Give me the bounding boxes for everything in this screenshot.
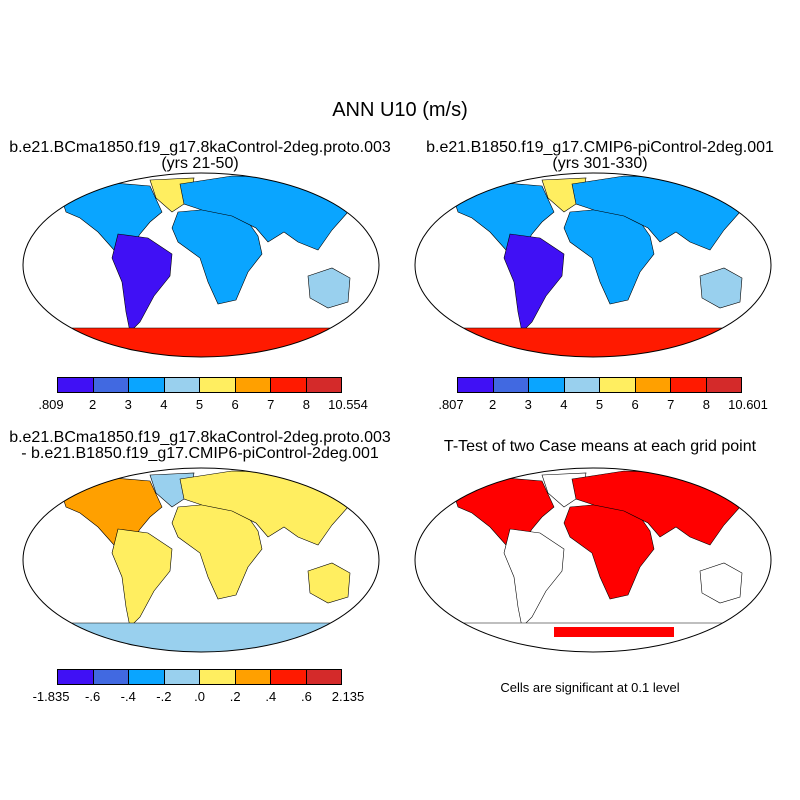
colorbar-box (271, 670, 307, 684)
map-panel-2 (414, 172, 772, 358)
map-panel-3 (22, 467, 380, 653)
colorbar-label: 6 (631, 397, 639, 412)
colorbar-label: 6 (231, 397, 239, 412)
colorbar-box (129, 670, 165, 684)
colorbar-label: -.6 (85, 689, 101, 704)
panel-4-title: T-Test of two Case means at each grid po… (400, 439, 800, 455)
colorbar-box (564, 378, 600, 392)
colorbar-label: .6 (300, 689, 312, 704)
colorbar-label: 10.554 (328, 397, 368, 412)
colorbar-box (58, 378, 94, 392)
colorbar-label: 3 (124, 397, 132, 412)
panel-1-title-line1: b.e21.BCma1850.f19_g17.8kaControl-2deg.p… (9, 139, 391, 156)
panel-2-title: b.e21.B1850.f19_g17.CMIP6-piControl-2deg… (400, 140, 800, 172)
region-au (307, 267, 351, 309)
map-panel-1 (22, 172, 380, 358)
colorbar-label: .0 (194, 689, 205, 704)
colorbar-1 (57, 377, 342, 393)
panel-2-title-line2: (yrs 301-330) (552, 155, 648, 172)
colorbar-label: .807 (438, 397, 464, 412)
panel-1-title-line2: (yrs 21-50) (161, 155, 239, 172)
region-an (23, 622, 379, 652)
panel-1-title: b.e21.BCma1850.f19_g17.8kaControl-2deg.p… (0, 140, 400, 172)
colorbar-box (164, 670, 200, 684)
colorbar-box (271, 378, 307, 392)
colorbar-label: .2 (229, 689, 241, 704)
colorbar-label: 5 (595, 397, 604, 412)
colorbar-box (493, 378, 529, 392)
region-sa (503, 233, 565, 333)
significant-cells-antarctica (554, 627, 674, 637)
map-panel-4 (414, 467, 772, 653)
colorbar-2 (457, 377, 742, 393)
colorbar-label: -.2 (156, 689, 172, 704)
figure-title: ANN U10 (m/s) (332, 99, 468, 121)
colorbar-label: .4 (265, 689, 277, 704)
colorbar-box (600, 378, 636, 392)
panel-2-title-line1: b.e21.B1850.f19_g17.CMIP6-piControl-2deg… (426, 139, 774, 156)
map-boundary (414, 467, 772, 653)
panel-3-title: b.e21.BCma1850.f19_g17.8kaControl-2deg.p… (0, 430, 400, 462)
colorbar-box (529, 378, 565, 392)
region-an (23, 327, 379, 357)
colorbar-label: 5 (195, 397, 204, 412)
colorbar-label: -.4 (120, 689, 136, 704)
colorbar-label: -1.835 (32, 689, 70, 704)
colorbar-label: 7 (667, 397, 675, 412)
region-au (699, 562, 743, 604)
region-au (699, 267, 743, 309)
colorbar-label: 2 (489, 397, 497, 412)
colorbar-box (129, 378, 165, 392)
colorbar-label: 2.135 (331, 689, 365, 704)
colorbar-box (200, 378, 236, 392)
map-boundary (414, 172, 772, 358)
map-boundary (22, 467, 380, 653)
colorbar-box (200, 670, 236, 684)
colorbar-box (164, 378, 200, 392)
colorbar-label: 7 (267, 397, 275, 412)
colorbar-box (93, 378, 129, 392)
colorbar-label: 3 (524, 397, 532, 412)
colorbar-label: 4 (560, 397, 568, 412)
region-sa (111, 528, 173, 628)
region-sa (503, 528, 565, 628)
colorbar-box (58, 670, 94, 684)
colorbar-box (458, 378, 494, 392)
colorbar-label: 8 (302, 397, 310, 412)
colorbar-label: .809 (38, 397, 64, 412)
region-sa (111, 233, 173, 333)
significance-note: Cells are significant at 0.1 level (500, 680, 680, 695)
colorbar-label: 2 (89, 397, 97, 412)
map-boundary (22, 172, 380, 358)
colorbar-label: 8 (702, 397, 710, 412)
region-an (415, 327, 771, 357)
panel-3-title-line1: b.e21.BCma1850.f19_g17.8kaControl-2deg.p… (9, 429, 391, 446)
colorbar-box (235, 378, 271, 392)
colorbar-box (306, 378, 341, 392)
colorbar-label: 4 (160, 397, 168, 412)
colorbar-box (93, 670, 129, 684)
colorbar-3 (57, 669, 342, 685)
colorbar-box (635, 378, 671, 392)
panel-4-title-line1: T-Test of two Case means at each grid po… (443, 438, 757, 455)
colorbar-box (235, 670, 271, 684)
colorbar-box (706, 378, 741, 392)
region-au (307, 562, 351, 604)
colorbar-label: 10.601 (728, 397, 768, 412)
colorbar-box (306, 670, 341, 684)
panel-3-title-line2: - b.e21.B1850.f19_g17.CMIP6-piControl-2d… (21, 445, 379, 462)
colorbar-box (671, 378, 707, 392)
